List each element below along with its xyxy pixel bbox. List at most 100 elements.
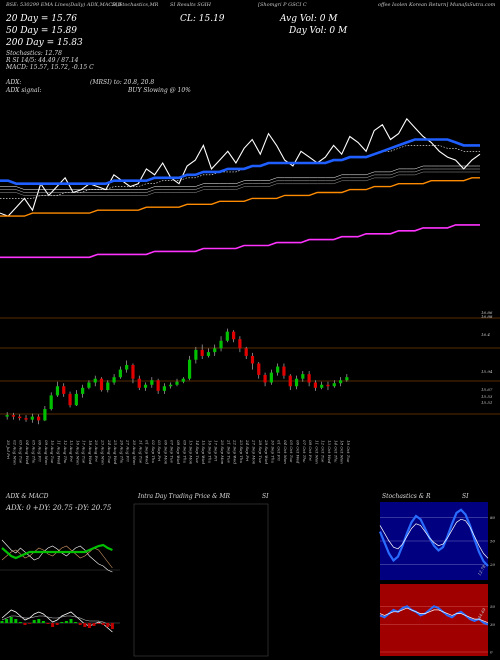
ema-mid-line bbox=[0, 165, 480, 190]
date-tick: 04 Aug Wed bbox=[25, 440, 30, 465]
candle-body bbox=[81, 387, 85, 394]
adx-green-line bbox=[1, 543, 113, 560]
date-tick: 06 Aug Fri bbox=[38, 440, 43, 462]
candle-body bbox=[219, 340, 223, 349]
macd-hist-bar bbox=[28, 623, 32, 624]
stoch-tick-20: 20 bbox=[489, 562, 496, 567]
header-line1e: offee Isolen Korean Return] MunafaSutra.… bbox=[378, 2, 496, 8]
candle-body bbox=[87, 382, 91, 388]
date-tick: 12 Oct Tue bbox=[321, 440, 326, 463]
candle-body bbox=[55, 386, 60, 396]
candle-body bbox=[125, 365, 129, 370]
candle-body bbox=[338, 380, 343, 384]
candle-body bbox=[62, 386, 66, 394]
macd-hist-bar bbox=[9, 617, 13, 623]
candle-body bbox=[307, 374, 311, 383]
date-tick: 17 Sep Fri bbox=[214, 440, 219, 462]
header-line1d: [Shomgri P GSCI C bbox=[258, 2, 307, 8]
date-tick: 30 Jul Fri bbox=[6, 440, 11, 460]
date-tick: 30 Aug Mon bbox=[132, 440, 137, 465]
adx-panel-title: ADX & MACD bbox=[6, 493, 49, 500]
ema-orange-line bbox=[0, 177, 480, 217]
date-tick: 25 Aug Wed bbox=[113, 439, 118, 465]
candle-body bbox=[131, 365, 135, 379]
candle-body bbox=[288, 375, 292, 387]
date-tick: 16 Aug Mon bbox=[75, 440, 80, 465]
macd-hist-bar bbox=[74, 622, 78, 623]
date-tick: 30 Sep Thu bbox=[270, 440, 275, 464]
adx-line bbox=[1, 539, 113, 573]
ema200-label: 200 Day = 15.83 bbox=[6, 38, 83, 48]
date-tick: 29 Sep Wed bbox=[264, 439, 269, 464]
ema50-label: 50 Day = 15.89 bbox=[6, 26, 78, 36]
date-tick: 19 Oct Tue bbox=[346, 440, 351, 463]
date-tick: 27 Aug Fri bbox=[126, 439, 131, 462]
macd-hist-bar bbox=[0, 621, 4, 623]
candle-body bbox=[175, 381, 179, 385]
date-tick: 13 Oct Wed bbox=[327, 440, 332, 464]
date-tick: 05 Oct Tue bbox=[289, 440, 294, 463]
candle-body bbox=[181, 378, 185, 382]
date-tick: 01 Oct Fri bbox=[277, 440, 282, 461]
header-line1c: SI Results SGIH bbox=[170, 2, 212, 8]
candle-body bbox=[11, 415, 16, 417]
intraday-panel-title: Intra Day Trading Price & MR bbox=[138, 493, 231, 500]
adx-signal-label: ADX signal: bbox=[6, 87, 42, 94]
macd-hist-bar bbox=[51, 623, 55, 627]
candle-body bbox=[301, 374, 305, 379]
macd-hist-bar bbox=[46, 623, 50, 624]
macd-hist-bar bbox=[37, 619, 41, 623]
date-tick: 02 Aug Mon bbox=[12, 440, 17, 465]
macd-hist-bar bbox=[83, 623, 87, 627]
candle-body bbox=[269, 372, 273, 383]
candle-body bbox=[150, 380, 154, 385]
candle-body bbox=[332, 383, 336, 387]
date-tick: 18 Oct Mon bbox=[340, 440, 345, 464]
date-tick: 01 Sep Wed bbox=[145, 440, 150, 464]
candle-body bbox=[37, 416, 41, 421]
price-label-0: 16.86 bbox=[481, 310, 493, 315]
candle-body bbox=[49, 395, 53, 410]
date-tick: 03 Aug Tue bbox=[19, 440, 24, 464]
date-tick: 07 Sep Tue bbox=[170, 440, 175, 464]
ema-mid-line-3 bbox=[0, 171, 480, 196]
macd-hist-bar bbox=[18, 622, 22, 623]
day-vol-label: Day Vol: 0 M bbox=[289, 26, 348, 36]
rsi-label: R SI 14/5: 44.49 / 87.14 bbox=[6, 57, 79, 64]
intraday-panel bbox=[133, 503, 269, 657]
candle-body bbox=[213, 348, 217, 353]
avg-vol-label: Avg Vol: 0 M bbox=[280, 14, 338, 24]
date-tick: 14 Oct Thu bbox=[333, 440, 338, 463]
stoch-blue-line bbox=[378, 508, 489, 567]
stoch-panel-si: SI bbox=[462, 493, 469, 500]
candle-body bbox=[30, 416, 34, 420]
candle-body bbox=[143, 384, 148, 388]
macd-hist-bar bbox=[106, 623, 110, 627]
date-tick: 31 Aug Tue bbox=[138, 440, 143, 464]
signal-label: BUY Slowing @ 10% bbox=[128, 87, 191, 94]
date-tick: 11 Oct Mon bbox=[314, 440, 319, 464]
macd-hist-bar bbox=[97, 623, 101, 624]
rsi-tick-30: 30 bbox=[490, 622, 496, 627]
date-tick: 02 Sep Thu bbox=[151, 440, 156, 464]
adx-label: ADX: bbox=[6, 79, 22, 86]
header-line1b: SI,Stochastics,MR bbox=[112, 2, 159, 8]
macd-hist-bar bbox=[69, 619, 73, 623]
candle-body bbox=[206, 352, 211, 356]
candle-body bbox=[5, 415, 9, 417]
rsi-value-label: 44.49 bbox=[476, 607, 487, 621]
stoch-panel-title: Stochastics & R bbox=[382, 493, 431, 500]
date-tick: 20 Sep Mon bbox=[220, 439, 225, 465]
date-tick: 22 Sep Wed bbox=[233, 439, 238, 464]
macd-hist-bar bbox=[87, 623, 91, 628]
candle-body bbox=[313, 382, 317, 388]
macd-hist-bar bbox=[14, 619, 18, 623]
candle-body bbox=[282, 366, 286, 376]
macd-hist-bar bbox=[60, 622, 64, 623]
date-axis: 30 Jul Fri 02 Aug Mon 03 Aug Tue 04 Aug Wed… bbox=[6, 439, 351, 465]
candle-body bbox=[112, 377, 116, 383]
close-label: CL: 15.19 bbox=[180, 14, 225, 24]
adx-panel-values: ADX: 0 +DY: 20.75 -DY: 20.75 bbox=[6, 504, 112, 512]
date-tick: 23 Sep Thu bbox=[239, 439, 244, 464]
